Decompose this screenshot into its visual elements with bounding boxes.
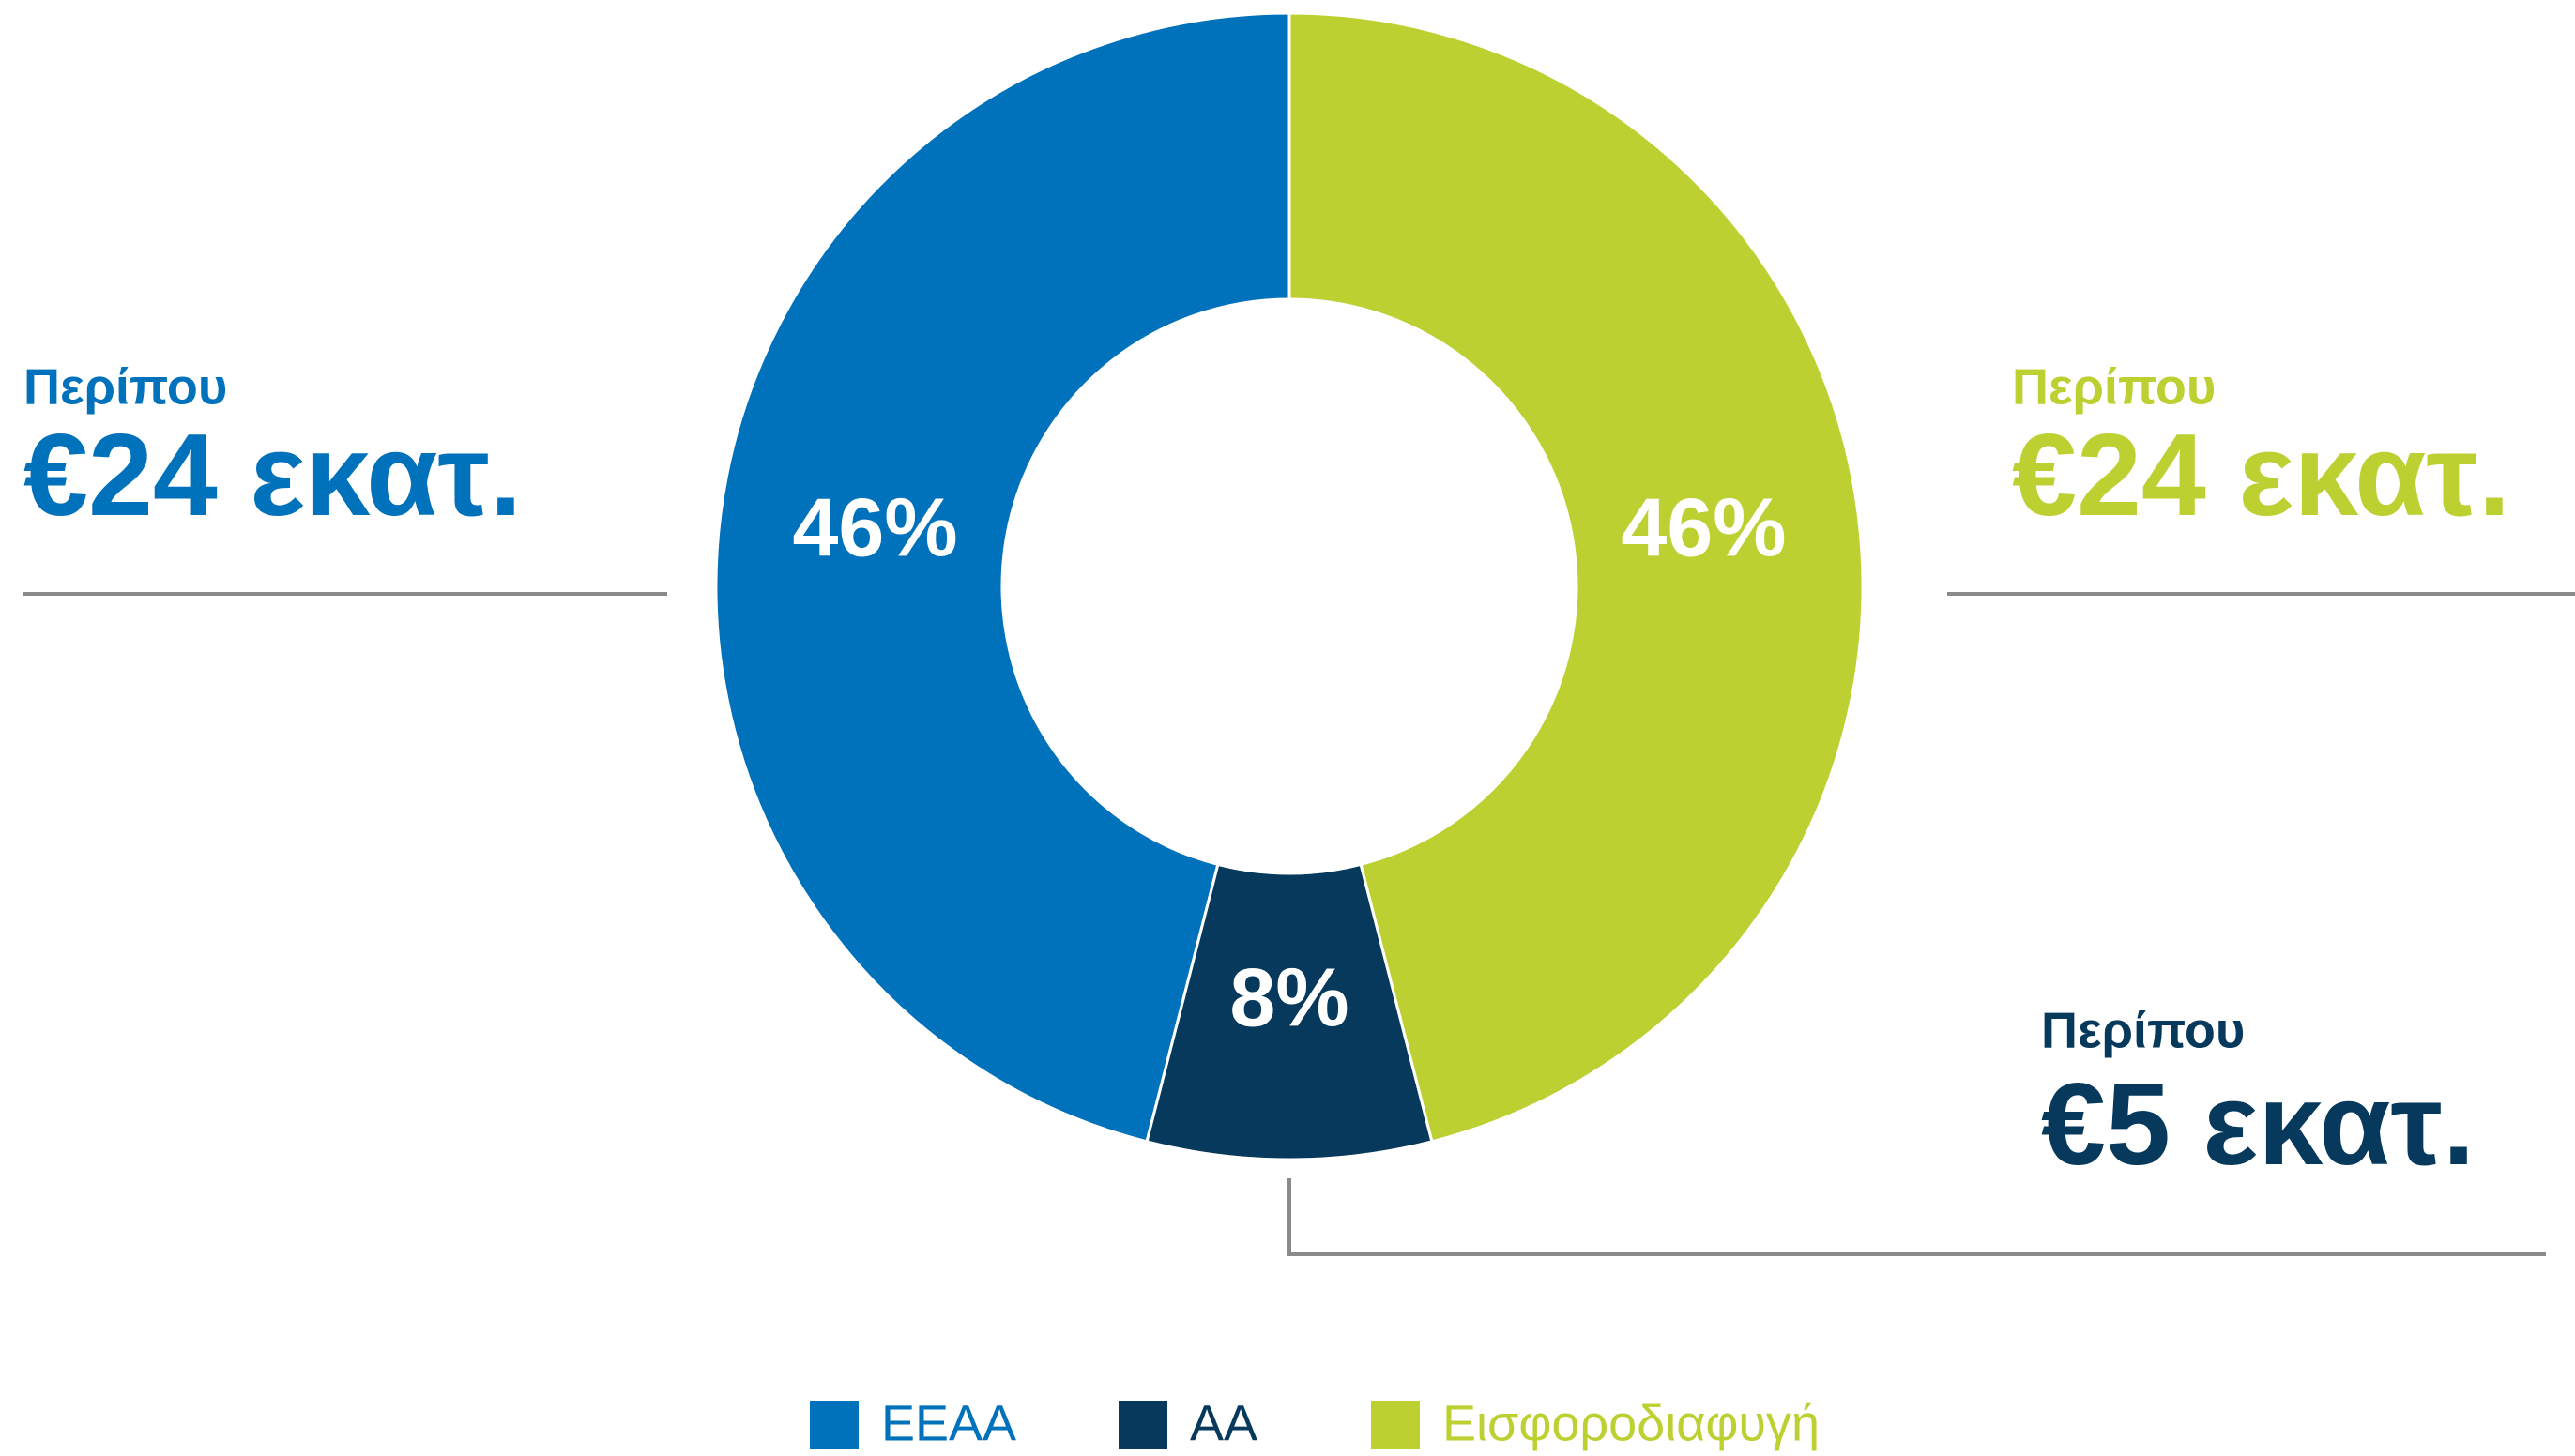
legend-swatch [1119, 1401, 1167, 1449]
slice-label: 46% [1621, 480, 1786, 573]
leader-line [1288, 1178, 2546, 1256]
slice-label: 8% [1229, 950, 1348, 1043]
annotation-label: Περίπου [23, 358, 227, 415]
legend-label: Εισφοροδιαφυγή [1442, 1395, 1820, 1451]
legend-swatch [810, 1401, 859, 1449]
annotation-value: €5 εκατ. [2041, 1060, 2475, 1190]
legend-label: ΑΑ [1190, 1395, 1257, 1451]
legend-label: ΕΕΑΑ [881, 1395, 1016, 1451]
slice-label: 46% [792, 480, 957, 573]
annotation-value: €24 εκατ. [23, 411, 522, 540]
donut-slice [1288, 11, 1865, 1144]
legend-swatch [1371, 1401, 1420, 1449]
donut-slice [714, 11, 1291, 1144]
annotation-value: €24 εκατ. [2012, 411, 2510, 540]
annotation-label: Περίπου [2041, 1002, 2245, 1058]
annotation-label: Περίπου [2012, 358, 2216, 415]
